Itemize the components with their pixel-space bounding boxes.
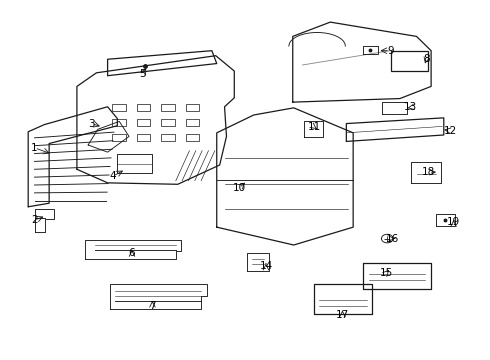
Bar [161,104,175,111]
Text: 9: 9 [387,46,393,56]
Text: 11: 11 [308,122,321,132]
Text: 7: 7 [149,301,156,311]
Bar [113,104,126,111]
Bar [161,119,175,126]
Text: 14: 14 [259,261,272,271]
Bar [186,119,199,126]
Text: 4: 4 [109,171,116,181]
Text: 2: 2 [31,215,38,225]
Text: 8: 8 [423,54,430,64]
Text: 6: 6 [129,248,135,258]
Bar [391,51,428,71]
Bar [137,119,150,126]
Text: 1: 1 [31,143,38,153]
Bar [186,134,199,141]
Bar [113,134,126,141]
Bar [117,154,152,173]
Bar [161,134,175,141]
Text: 13: 13 [404,103,417,112]
Text: 16: 16 [386,234,399,244]
Text: 19: 19 [447,217,460,227]
Text: 18: 18 [422,167,435,177]
Bar [113,119,126,126]
Bar [186,104,199,111]
Text: 15: 15 [380,268,393,278]
Bar [137,104,150,111]
Text: 12: 12 [444,126,457,136]
Text: 5: 5 [139,69,146,79]
Text: 10: 10 [233,183,245,193]
Text: 17: 17 [336,310,349,320]
Bar [137,134,150,141]
Text: 3: 3 [88,118,95,129]
